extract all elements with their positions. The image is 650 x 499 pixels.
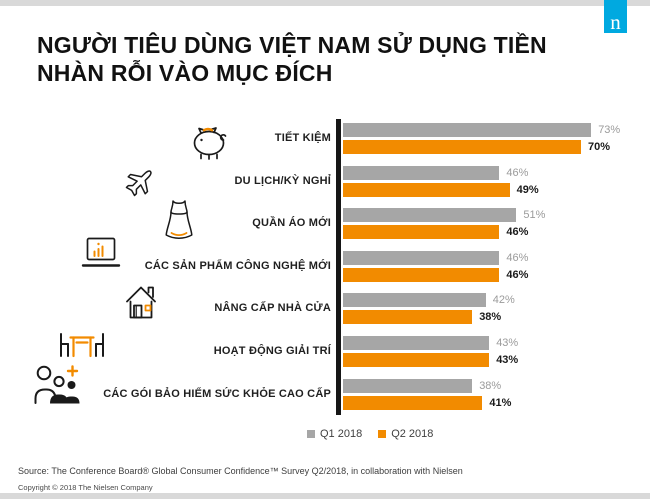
q1-value-label: 43% bbox=[496, 337, 519, 349]
chart-row: QUẦN ÁO MỚI 51% 46% bbox=[0, 200, 650, 240]
legend-q1-label: Q1 2018 bbox=[320, 428, 363, 440]
bar-chart: TIẾT KIỆM 73% 70% DU LỊCH/KỲ NGHỈ 46% 49… bbox=[0, 119, 650, 415]
q2-bar bbox=[343, 395, 483, 410]
q2-value-label: 46% bbox=[506, 226, 529, 239]
q2-bar bbox=[343, 182, 510, 197]
q1-swatch-icon bbox=[307, 430, 315, 438]
title-line-1: NGƯỜI TIÊU DÙNG VIỆT NAM SỬ DỤNG TIỀN bbox=[37, 32, 547, 58]
chart-row: TIẾT KIỆM 73% 70% bbox=[0, 123, 650, 160]
q1-value-label: 42% bbox=[492, 294, 515, 307]
q2-swatch-icon bbox=[378, 430, 387, 438]
people-plus-icon bbox=[34, 363, 82, 405]
q2-bar bbox=[343, 267, 500, 282]
title-line-2: NHÀN RỖI VÀO MỤC ĐÍCH bbox=[37, 60, 333, 86]
q1-value-label: 46% bbox=[506, 166, 529, 179]
chart-row: CÁC GÓI BẢO HIỂM SỨC KHỎE CAO CẤP 38% 41… bbox=[0, 364, 650, 410]
chart-axis bbox=[336, 119, 341, 415]
q2-value-label: 70% bbox=[588, 141, 611, 153]
chart-row: CÁC SẢN PHẨM CÔNG NGHỆ MỚI 46% 46% bbox=[0, 237, 650, 282]
q1-bar bbox=[343, 250, 500, 265]
airplane-icon bbox=[121, 164, 158, 201]
q1-bar bbox=[343, 293, 486, 308]
q2-value-label: 43% bbox=[496, 354, 519, 366]
q2-value-label: 41% bbox=[489, 396, 512, 409]
q2-bar bbox=[343, 310, 473, 325]
q2-value-label: 38% bbox=[479, 311, 502, 324]
table-chairs-icon bbox=[54, 331, 110, 359]
copyright-note: Copyright © 2018 The Nielsen Company bbox=[18, 483, 153, 492]
bottom-border bbox=[0, 493, 650, 499]
dress-icon bbox=[165, 199, 193, 240]
q1-value-label: 51% bbox=[523, 209, 546, 222]
category-label: HOẠT ĐỘNG GIẢI TRÍ bbox=[213, 345, 331, 357]
q2-value-label: 49% bbox=[516, 183, 539, 196]
q1-value-label: 73% bbox=[598, 124, 621, 136]
laptop-chart-icon bbox=[81, 237, 121, 271]
q1-bar bbox=[343, 378, 473, 393]
category-label: TIẾT KIỆM bbox=[274, 132, 331, 144]
q1-value-label: 46% bbox=[506, 251, 529, 264]
chart-row: DU LỊCH/KỲ NGHỈ 46% 49% bbox=[0, 165, 650, 197]
nielsen-logo: n bbox=[604, 0, 627, 34]
category-label: DU LỊCH/KỲ NGHỈ bbox=[234, 174, 331, 187]
chart-row: HOẠT ĐỘNG GIẢI TRÍ 43% 43% bbox=[0, 333, 650, 367]
page-title: NGƯỜI TIÊU DÙNG VIỆT NAM SỬ DỤNG TIỀN NH… bbox=[37, 31, 612, 87]
piggy-bank-icon bbox=[189, 124, 233, 160]
category-label: QUẦN ÁO MỚI bbox=[252, 217, 331, 230]
chart-row: NÂNG CẤP NHÀ CỬA 42% 38% bbox=[0, 286, 650, 325]
q1-bar bbox=[343, 336, 490, 350]
nielsen-logo-letter: n bbox=[610, 10, 621, 34]
source-note: Source: The Conference Board® Global Con… bbox=[18, 466, 463, 476]
q1-bar bbox=[343, 208, 517, 223]
q2-bar bbox=[343, 140, 581, 154]
q1-bar bbox=[343, 123, 592, 137]
chart-legend: Q1 2018 Q2 2018 bbox=[307, 428, 433, 440]
q2-bar bbox=[343, 353, 490, 367]
category-label: CÁC GÓI BẢO HIỂM SỨC KHỎE CAO CẤP bbox=[103, 387, 331, 400]
top-border bbox=[0, 0, 650, 6]
q1-value-label: 38% bbox=[479, 379, 502, 392]
category-label: CÁC SẢN PHẨM CÔNG NGHỆ MỚI bbox=[144, 259, 331, 272]
q2-bar bbox=[343, 225, 500, 240]
legend-q2-label: Q2 2018 bbox=[391, 428, 434, 440]
q2-value-label: 46% bbox=[506, 268, 529, 281]
legend-item-q2: Q2 2018 bbox=[378, 428, 433, 440]
legend-item-q1: Q1 2018 bbox=[307, 428, 362, 440]
q1-bar bbox=[343, 165, 500, 180]
category-label: NÂNG CẤP NHÀ CỬA bbox=[214, 302, 331, 315]
house-icon bbox=[122, 283, 160, 323]
